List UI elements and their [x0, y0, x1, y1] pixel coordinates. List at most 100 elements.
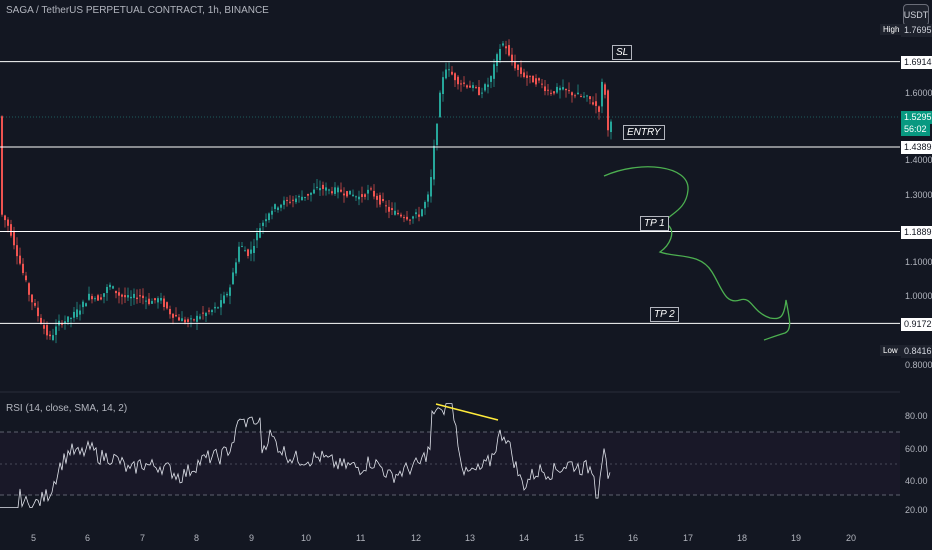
- price-tick: 1.4000: [905, 155, 932, 165]
- candle-body: [235, 262, 237, 274]
- candle-body: [577, 92, 579, 95]
- candle-body: [595, 101, 597, 106]
- candle-body: [316, 186, 318, 188]
- candle-body: [40, 317, 42, 324]
- candle-body: [301, 196, 303, 201]
- rsi-tick: 80.00: [905, 411, 928, 421]
- candle-body: [160, 298, 162, 301]
- candle-body: [346, 191, 348, 197]
- date-label: 11: [356, 533, 366, 543]
- candle-body: [547, 89, 549, 91]
- candle-body: [373, 190, 375, 197]
- candle-body: [328, 189, 330, 191]
- candle-body: [214, 306, 216, 309]
- candle-body: [190, 318, 192, 320]
- candle-body: [97, 295, 99, 301]
- entry-annotation[interactable]: ENTRY: [623, 125, 665, 140]
- candle-body: [205, 312, 207, 316]
- candle-body: [484, 84, 486, 91]
- entry-price-label: 1.4389: [901, 141, 932, 154]
- candle-body: [70, 317, 72, 319]
- candle-body: [403, 217, 405, 219]
- candle-body: [406, 216, 408, 220]
- candle-body: [559, 87, 561, 91]
- candle-body: [262, 222, 264, 227]
- candle-body: [37, 307, 39, 317]
- candle-body: [85, 303, 87, 307]
- tp2-price-label: 0.9172: [901, 318, 932, 331]
- date-label: 13: [465, 533, 476, 543]
- candle-body: [349, 190, 351, 195]
- candle-body: [7, 219, 9, 226]
- candle-body: [196, 315, 198, 322]
- price-tick: 1.0000: [905, 291, 932, 301]
- candle-body: [28, 283, 30, 295]
- candle-body: [475, 87, 477, 89]
- candle-body: [193, 319, 195, 321]
- candle-body: [433, 145, 435, 180]
- level-lines[interactable]: [0, 61, 900, 324]
- candle-body: [136, 297, 138, 300]
- candle-body: [364, 194, 366, 197]
- candle-body: [454, 73, 456, 81]
- candle-body: [121, 294, 123, 297]
- candle-body: [319, 188, 321, 191]
- candle-body: [514, 61, 516, 69]
- candle-body: [571, 92, 573, 96]
- divergence-line[interactable]: [435, 403, 499, 421]
- candle-body: [604, 84, 606, 95]
- candle-body: [415, 212, 417, 215]
- candle-body: [280, 204, 282, 208]
- candle-body: [553, 91, 555, 94]
- high-value: 1.7695: [901, 24, 932, 37]
- candle-body: [385, 205, 387, 207]
- tp1-annotation[interactable]: TP 1: [640, 216, 669, 231]
- current-price-label: 1.5295: [901, 111, 932, 124]
- candle-body: [172, 313, 174, 318]
- tp2-annotation[interactable]: TP 2: [650, 307, 679, 322]
- candle-body: [334, 187, 336, 194]
- candle-body: [310, 192, 312, 195]
- candle-body: [64, 321, 66, 324]
- price-tick: 1.3000: [905, 190, 932, 200]
- candle-body: [22, 263, 24, 274]
- projection-drawing[interactable]: [603, 166, 791, 341]
- candle-body: [100, 297, 102, 300]
- sl-annotation[interactable]: SL: [612, 45, 633, 60]
- date-label: 17: [683, 533, 694, 543]
- candle-body: [343, 193, 345, 196]
- candle-body: [451, 71, 453, 75]
- candle-body: [331, 191, 333, 194]
- candle-body: [307, 193, 309, 196]
- candle-body: [82, 301, 84, 308]
- candle-body: [106, 286, 108, 293]
- candle-body: [388, 206, 390, 212]
- rsi-tick: 40.00: [905, 476, 928, 486]
- candle-body: [118, 292, 120, 296]
- candle-body: [409, 219, 411, 221]
- candle-body: [361, 194, 363, 197]
- date-label: 8: [194, 533, 200, 543]
- candle-body: [418, 214, 420, 217]
- candle-body: [448, 69, 450, 71]
- candle-body: [166, 302, 168, 309]
- candle-body: [586, 95, 588, 97]
- candle-body: [274, 204, 276, 209]
- candle-body: [313, 189, 315, 194]
- candle-body: [505, 46, 507, 49]
- candle-body: [169, 308, 171, 315]
- candle-body: [73, 311, 75, 318]
- candle-body: [544, 86, 546, 92]
- candle-body: [163, 298, 165, 307]
- price-tick: 0.8000: [905, 360, 932, 370]
- candle-body: [325, 187, 327, 191]
- date-label: 16: [628, 533, 639, 543]
- date-label: 6: [85, 533, 91, 543]
- date-label: 5: [31, 533, 37, 543]
- date-label: 18: [737, 533, 748, 543]
- currency-button[interactable]: USDT: [903, 4, 929, 26]
- candle-body: [127, 295, 129, 298]
- candle-body: [187, 319, 189, 322]
- rsi-line: [0, 403, 611, 509]
